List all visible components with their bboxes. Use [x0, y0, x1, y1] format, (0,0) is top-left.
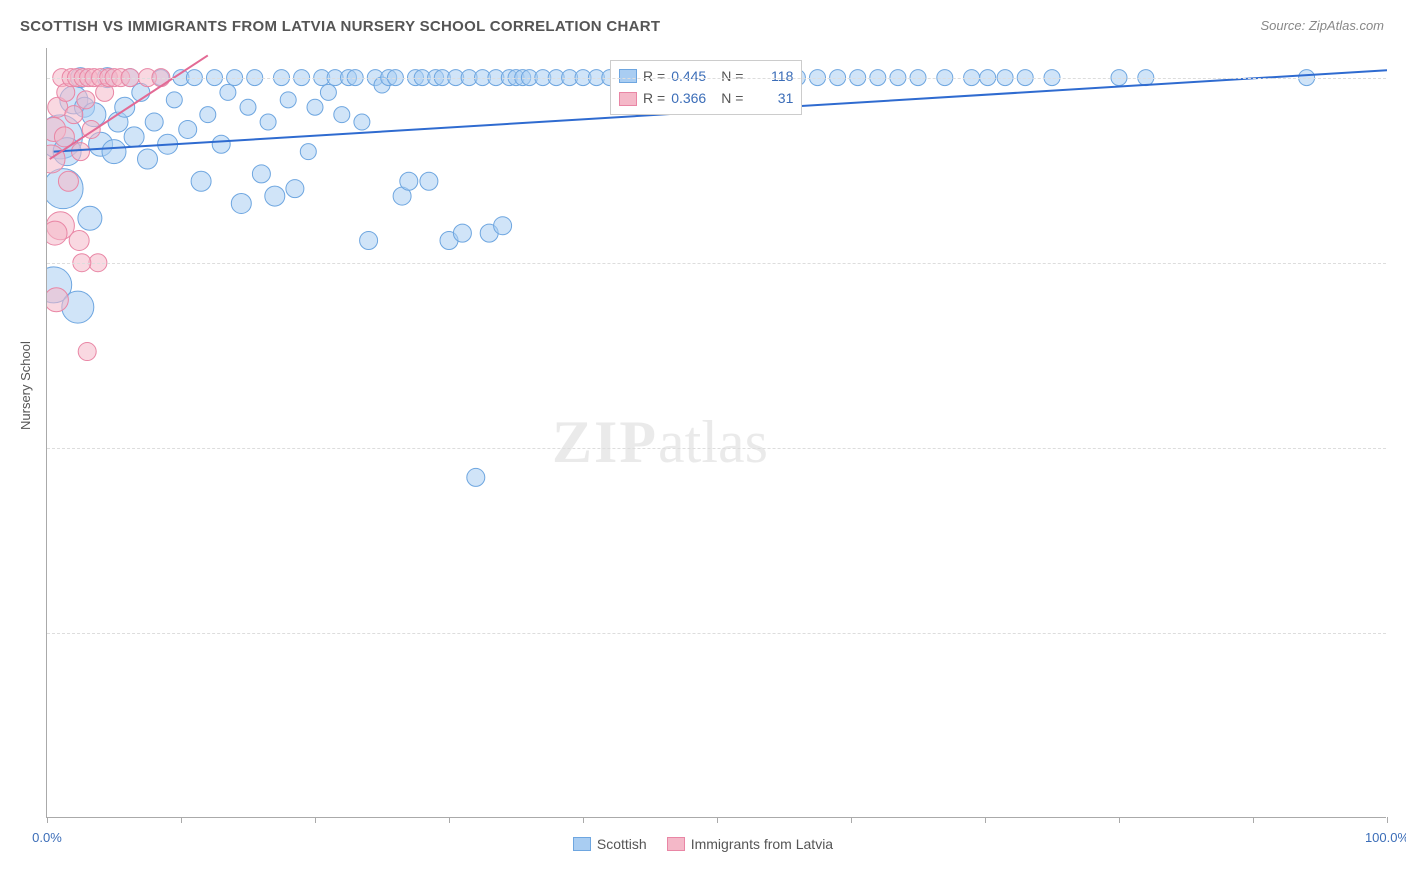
data-point [231, 193, 251, 213]
legend-n-value: 31 [749, 87, 793, 109]
data-point [212, 135, 230, 153]
gridline [47, 448, 1386, 449]
data-point [47, 221, 67, 245]
x-tick-mark [1253, 817, 1254, 823]
data-point [286, 180, 304, 198]
data-point [166, 92, 182, 108]
data-point [334, 107, 350, 123]
x-tick-mark [583, 817, 584, 823]
chart-title: SCOTTISH VS IMMIGRANTS FROM LATVIA NURSE… [20, 18, 660, 35]
x-tick-mark [851, 817, 852, 823]
gridline [47, 263, 1386, 264]
y-tick-label: 92.5% [1396, 625, 1406, 640]
data-point [354, 114, 370, 130]
data-point [300, 144, 316, 160]
y-tick-label: 100.0% [1396, 70, 1406, 85]
x-tick-mark [449, 817, 450, 823]
data-point [138, 149, 158, 169]
data-point [191, 171, 211, 191]
y-axis-label: Nursery School [18, 341, 33, 430]
scatter-svg [47, 48, 1387, 818]
legend-label: Immigrants from Latvia [691, 836, 833, 852]
data-point [78, 206, 102, 230]
data-point [280, 92, 296, 108]
legend-label: Scottish [597, 836, 647, 852]
data-point [260, 114, 276, 130]
chart-plot-area: R = 0.445 N = 118 R = 0.366 N = 31 ZIPat… [46, 48, 1386, 818]
legend-row: R = 0.445 N = 118 [619, 65, 793, 87]
legend-correlation-box: R = 0.445 N = 118 R = 0.366 N = 31 [610, 60, 802, 115]
x-tick-mark [1119, 817, 1120, 823]
x-tick-mark [985, 817, 986, 823]
data-point [220, 84, 236, 100]
gridline [47, 633, 1386, 634]
data-point [65, 106, 83, 124]
data-point [47, 288, 68, 312]
legend-r-label: R = [643, 87, 665, 109]
data-point [400, 172, 418, 190]
data-point [69, 231, 89, 251]
legend-r-label: R = [643, 65, 665, 87]
legend-swatch [573, 837, 591, 851]
legend-swatch [619, 92, 637, 106]
data-point [200, 107, 216, 123]
gridline [47, 78, 1386, 79]
data-point [58, 171, 78, 191]
legend-series: Scottish Immigrants from Latvia [0, 836, 1406, 854]
x-tick-mark [47, 817, 48, 823]
legend-n-label: N = [721, 87, 743, 109]
legend-row: R = 0.366 N = 31 [619, 87, 793, 109]
data-point [453, 224, 471, 242]
data-point [77, 91, 95, 109]
data-point [102, 140, 126, 164]
legend-r-value: 0.445 [671, 65, 715, 87]
data-point [494, 217, 512, 235]
data-point [467, 468, 485, 486]
data-point [265, 186, 285, 206]
legend-swatch [667, 837, 685, 851]
legend-swatch [619, 69, 637, 83]
legend-n-label: N = [721, 65, 743, 87]
x-tick-mark [181, 817, 182, 823]
source-label: Source: ZipAtlas.com [1260, 18, 1384, 33]
data-point [72, 143, 90, 161]
data-point [420, 172, 438, 190]
x-tick-mark [315, 817, 316, 823]
y-tick-label: 95.0% [1396, 440, 1406, 455]
x-tick-mark [717, 817, 718, 823]
data-point [179, 120, 197, 138]
y-tick-label: 97.5% [1396, 255, 1406, 270]
data-point [252, 165, 270, 183]
legend-item: Immigrants from Latvia [667, 836, 833, 852]
data-point [78, 343, 96, 361]
data-point [145, 113, 163, 131]
legend-n-value: 118 [749, 65, 793, 87]
x-tick-mark [1387, 817, 1388, 823]
legend-item: Scottish [573, 836, 647, 852]
data-point [240, 99, 256, 115]
data-point [360, 232, 378, 250]
data-point [307, 99, 323, 115]
legend-r-value: 0.366 [671, 87, 715, 109]
data-point [320, 84, 336, 100]
data-point [124, 127, 144, 147]
